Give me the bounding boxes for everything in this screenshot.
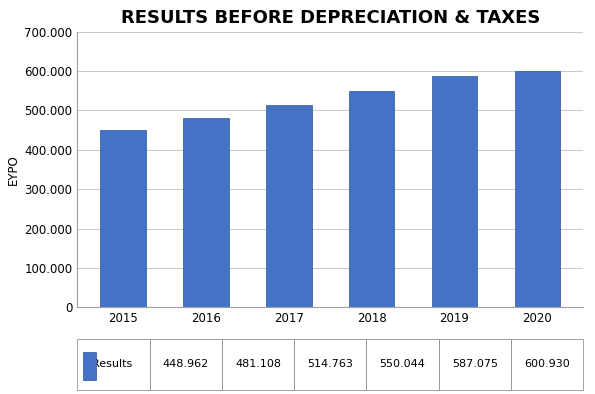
Bar: [266, 104, 312, 307]
Bar: [349, 91, 394, 307]
Bar: [183, 118, 228, 307]
Title: RESULTS BEFORE DEPRECIATION & TAXES: RESULTS BEFORE DEPRECIATION & TAXES: [121, 9, 540, 27]
FancyBboxPatch shape: [83, 351, 96, 380]
Bar: [101, 130, 146, 307]
Bar: [432, 76, 477, 307]
Y-axis label: EYPO: EYPO: [7, 154, 20, 185]
Bar: [515, 71, 560, 307]
